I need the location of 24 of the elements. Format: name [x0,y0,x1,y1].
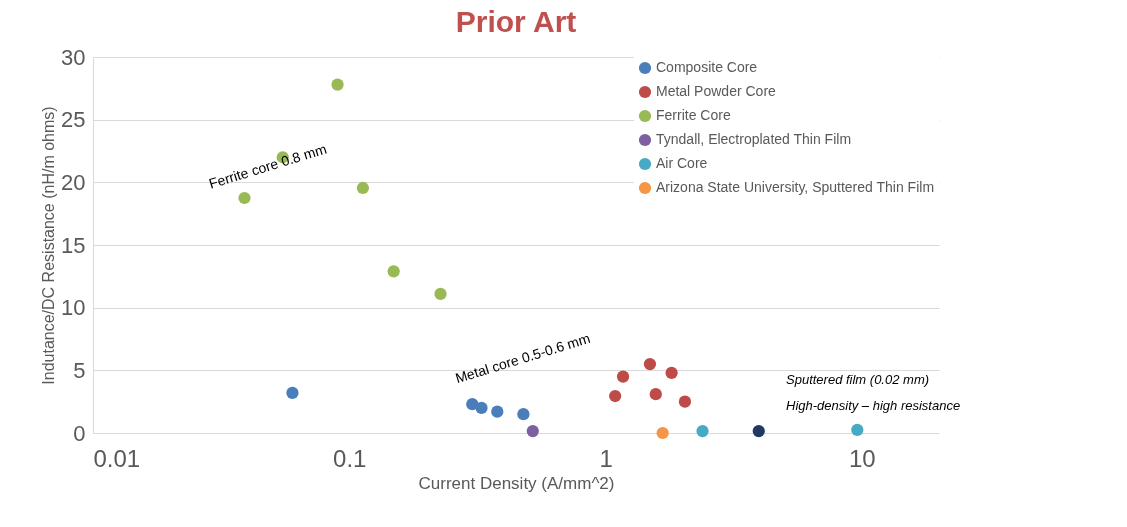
x-tick-label: 0.1 [333,444,367,472]
y-tick-label: 5 [73,357,86,383]
x-tick-label: 1 [599,444,613,472]
y-tick-label: 15 [61,232,86,258]
y-axis-title: Indutance/DC Resistance (nH/m ohms) [40,106,58,385]
legend-label: Air Core [656,155,708,171]
x-axis-title: Current Density (A/mm^2) [418,473,615,493]
legend-label: Ferrite Core [656,107,731,123]
annotation: Metal core 0.5-0.6 mm [453,329,593,387]
y-tick-label: 10 [61,295,86,321]
annotation: Sputtered film (0.02 mm) [786,372,930,387]
y-tick-label: 25 [61,107,86,133]
annotation: Ferrite core 0.8 mm [206,140,329,192]
y-tick-label: 20 [61,169,86,195]
legend-label: Metal Powder Core [656,83,777,99]
x-tick-label: 10 [849,444,876,472]
legend-label: Arizona State University, Sputtered Thin Film [656,179,935,195]
legend-label: Tyndall, Electroplated Thin Film [656,131,852,147]
annotation: High-density – high resistance [786,398,961,413]
legend-label: Composite Core [656,59,758,75]
x-tick-label: 0.01 [93,444,141,472]
y-tick-label: 30 [61,44,86,70]
chart-title: Prior Art [455,5,577,38]
y-tick-label: 0 [73,420,86,446]
